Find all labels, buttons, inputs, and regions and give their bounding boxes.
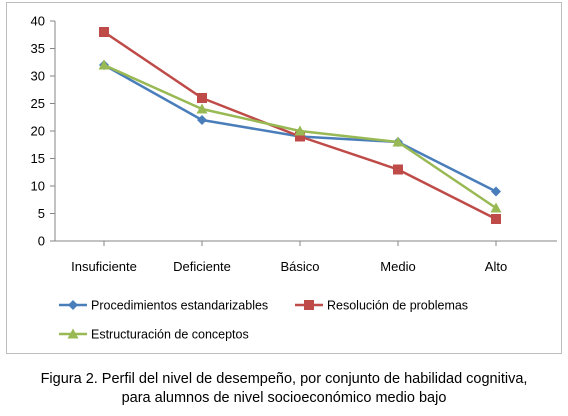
legend-marker	[68, 300, 78, 310]
y-tick-label: 25	[31, 96, 45, 111]
caption-line-1: Figura 2. Perfil del nivel de desempeño,…	[40, 371, 528, 387]
legend-label: Procedimientos estandarizables	[91, 299, 268, 313]
legend-label: Resolución de problemas	[327, 299, 468, 313]
y-tick-label: 40	[31, 14, 45, 29]
legend-label: Estructuración de conceptos	[91, 328, 249, 342]
y-tick-label: 5	[38, 206, 45, 221]
y-tick-label: 0	[38, 234, 45, 249]
x-tick-label: Medio	[380, 259, 415, 274]
y-tick-label: 20	[31, 124, 45, 139]
legend: Procedimientos estandarizables Resolución…	[59, 299, 468, 342]
y-tick-label: 10	[31, 179, 45, 194]
caption-line-2: para alumnos de nivel socioeconómico med…	[121, 390, 447, 406]
series-lines	[98, 27, 502, 224]
legend-item: Resolución de problemas	[295, 299, 468, 313]
legend-marker	[304, 300, 314, 310]
y-tick-label: 30	[31, 69, 45, 84]
x-tick-label: Deficiente	[173, 259, 231, 274]
chart-frame: 0 5 10 15 20 25 30 35 40 Insuficiente Deficiente B…	[6, 2, 562, 354]
series-2	[99, 27, 501, 224]
legend-item: Procedimientos estandarizables	[59, 299, 268, 313]
data-point	[99, 27, 109, 37]
data-point	[491, 186, 501, 197]
data-point	[197, 115, 207, 125]
data-point	[98, 59, 110, 70]
data-point	[196, 103, 208, 114]
figure-caption: Figura 2. Perfil del nivel de desempeño,…	[0, 370, 568, 408]
data-point	[294, 125, 306, 136]
y-tick-label: 15	[31, 151, 45, 166]
data-point	[197, 93, 207, 103]
series-3	[98, 59, 502, 213]
x-tick-label: Insuficiente	[71, 259, 137, 274]
x-tick-label: Básico	[280, 259, 319, 274]
legend-item: Estructuración de conceptos	[59, 328, 249, 342]
data-point	[393, 164, 403, 175]
data-point	[392, 136, 404, 147]
x-axis: Insuficiente Deficiente Básico Medio Alto	[55, 240, 557, 274]
x-tick-label: Alto	[485, 259, 507, 274]
data-point	[491, 214, 501, 224]
data-point	[490, 202, 502, 213]
line-chart: 0 5 10 15 20 25 30 35 40 Insuficiente Deficiente B…	[31, 14, 557, 342]
legend-marker	[67, 328, 79, 339]
y-tick-label: 35	[31, 41, 45, 56]
data-point	[295, 131, 305, 142]
y-axis: 0 5 10 15 20 25 30 35 40	[31, 14, 56, 249]
